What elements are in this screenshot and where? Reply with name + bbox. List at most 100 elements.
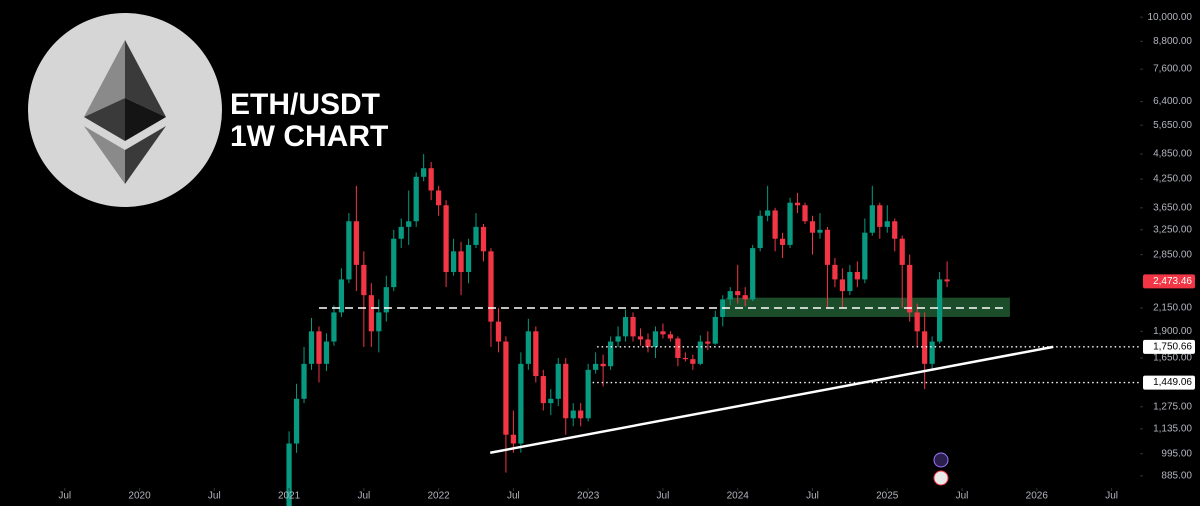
candle-body [563,363,569,419]
logo [28,13,222,207]
candle-body [779,238,786,245]
x-tick-label: 2024 [727,491,750,502]
candle-body [578,410,584,419]
candle-body [338,279,345,313]
candle-body [757,215,763,249]
candle-body [765,210,771,216]
candle-body [652,331,659,347]
x-tick-label: 2026 [1026,491,1049,502]
candle-body [877,205,883,227]
y-tick-label: 4,250.00 [1153,174,1192,185]
candle-body [660,331,666,335]
candle-body [361,264,367,296]
x-tick-label: Jul [1105,491,1118,502]
candle-body [750,248,756,300]
y-tick-label: 2,850.00 [1153,249,1192,260]
candle-body [495,321,502,342]
candle-body [802,205,808,222]
candle-body [428,168,434,191]
candle-body [308,331,315,364]
y-tick-label: 7,600.00 [1153,64,1192,75]
y-tick-label: 4,850.00 [1153,149,1192,160]
price-label: 2,473.46 [1153,276,1192,287]
candle-body [914,312,920,332]
level-label: 1,750.66 [1153,341,1192,352]
candle-body [353,221,359,265]
candle-body [794,202,801,206]
candle-body [892,221,898,239]
candle-body [286,443,292,506]
candle-body [622,316,629,337]
candle-body [570,410,576,419]
y-tick-label: 1,275.00 [1153,401,1192,412]
level-label: 1,449.06 [1153,377,1192,388]
y-tick-label: 1,650.00 [1153,353,1192,364]
candle-body [316,331,322,364]
candle-body [847,271,853,292]
y-tick-label: 6,400.00 [1153,96,1192,107]
x-tick-label: Jul [806,491,819,502]
candle-body [600,363,606,367]
candle-body [533,331,539,377]
y-tick-label: 885.00 [1161,471,1192,482]
candle-body [518,363,524,444]
candle-body [293,398,300,444]
candle-body [907,264,913,313]
candle-body [675,338,681,359]
logo-shape [84,126,125,184]
y-tick-label: 3,650.00 [1153,202,1192,213]
candle-body [503,341,509,435]
price-tag [1143,274,1195,289]
candle-body [398,226,404,239]
y-tick-label: 8,800.00 [1153,36,1192,47]
candle-body [383,287,389,313]
x-tick-label: Jul [507,491,520,502]
candle-body [510,434,517,444]
candle-body [735,291,741,296]
candle-body [637,336,644,340]
y-tick-label: 2,150.00 [1153,303,1192,314]
candle-body [869,205,875,233]
candle-body [421,168,427,177]
candle-body [839,279,846,292]
candle-body [712,316,718,344]
candle-body [630,316,636,337]
candle-body [391,238,397,288]
candle-body [727,291,733,300]
x-tick-label: 2022 [427,491,450,502]
candle-body [697,341,703,364]
candle-body [705,341,711,344]
y-tick-label: 1,135.00 [1153,423,1192,434]
candle-body [690,359,696,364]
candle-body [465,244,472,272]
candle-body [787,202,793,245]
candle-body [346,221,352,280]
candle-body [832,264,838,280]
icons [933,452,949,486]
candle-body [854,271,860,280]
candle-body [824,229,831,265]
candle-body [922,331,928,364]
logo-shape [84,98,125,141]
x-tick-label: Jul [208,491,221,502]
trendline [489,345,1054,454]
candle-body [742,295,748,300]
candle-body [376,312,382,332]
candle-body [772,210,778,239]
candle-body [817,229,823,233]
candle-body [862,232,868,280]
x-tick-label: 2023 [577,491,600,502]
y-tick-label: 10,000.00 [1148,12,1193,23]
x-tick-label: 2020 [128,491,151,502]
chart-subtitle: 1W CHART [230,120,388,153]
level-tag [1143,339,1195,354]
candle-body [667,334,674,339]
candle-body [615,336,621,342]
candle-body [645,339,651,347]
candle-body [593,363,599,370]
candle-body [473,226,479,245]
plot-area [286,154,1140,506]
candle-body [540,376,546,404]
candle-body [607,341,614,367]
